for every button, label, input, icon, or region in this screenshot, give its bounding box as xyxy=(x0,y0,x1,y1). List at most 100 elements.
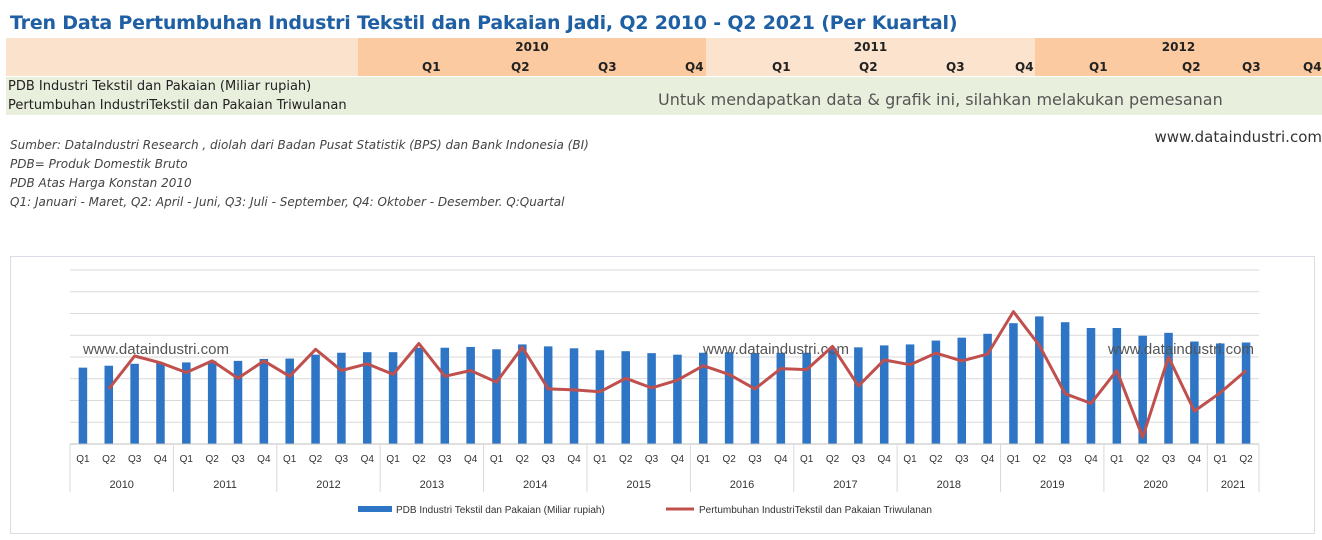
x-tick-label: Q2 xyxy=(619,454,633,465)
bar xyxy=(621,351,630,444)
x-tick-label: Q4 xyxy=(464,454,478,465)
website-label[interactable]: www.dataindustri.com xyxy=(1154,128,1322,146)
bar xyxy=(724,352,734,444)
x-tick-label: Q2 xyxy=(1136,454,1150,465)
bar xyxy=(879,345,889,444)
combo-chart: www.dataindustri.com www.dataindustri.com… xyxy=(69,269,1260,516)
x-tick-label: Q1 xyxy=(1110,454,1124,465)
table-quarter: Q3 xyxy=(946,60,965,74)
bar xyxy=(414,347,424,444)
bar xyxy=(285,358,294,444)
x-tick-label: Q3 xyxy=(542,454,556,465)
bar xyxy=(156,362,165,444)
bar xyxy=(1138,335,1147,444)
x-tick-label: Q1 xyxy=(593,454,607,465)
x-year-label: 2013 xyxy=(420,479,444,491)
bar xyxy=(78,367,88,444)
table-quarter: Q4 xyxy=(1015,60,1034,74)
source-note: Sumber: DataIndustri Research , diolah d… xyxy=(10,138,589,152)
x-tick-label: Q3 xyxy=(335,454,349,465)
x-year-label: 2015 xyxy=(626,479,650,491)
bar xyxy=(440,347,450,444)
chart-watermark: www.dataindustri.com xyxy=(1107,341,1254,358)
x-year-label: 2018 xyxy=(937,479,961,491)
bar xyxy=(1241,342,1251,444)
x-tick-label: Q4 xyxy=(878,454,892,465)
table-year-label: 2011 xyxy=(853,40,888,54)
price-base-note: PDB Atas Harga Konstan 2010 xyxy=(10,176,192,190)
chart-watermark: www.dataindustri.com xyxy=(82,341,229,358)
bar xyxy=(569,348,579,444)
table-quarter: Q1 xyxy=(422,60,441,74)
bar xyxy=(750,353,760,444)
bar xyxy=(518,344,527,444)
table-row-label-growth: Pertumbuhan IndustriTekstil dan Pakaian … xyxy=(8,98,347,113)
bar xyxy=(492,349,501,444)
x-tick-label: Q2 xyxy=(412,454,426,465)
x-tick-label: Q4 xyxy=(981,454,995,465)
bar xyxy=(854,347,863,444)
chart-container: www.dataindustri.com www.dataindustri.com… xyxy=(10,256,1315,534)
x-tick-label: Q3 xyxy=(748,454,762,465)
table-quarter: Q1 xyxy=(1089,60,1108,74)
x-tick-label: Q1 xyxy=(76,454,90,465)
bar xyxy=(905,344,915,444)
table-year-2012: 2012 Q1 Q2 Q3 Q4 xyxy=(1035,38,1322,76)
bar xyxy=(1035,316,1044,444)
x-tick-label: Q2 xyxy=(1239,454,1253,465)
table-year-2011: 2011 Q1 Q2 Q3 Q4 xyxy=(706,38,1035,76)
x-tick-label: Q3 xyxy=(231,454,245,465)
x-year-label: 2020 xyxy=(1143,479,1167,491)
line-series xyxy=(107,310,1248,439)
bar xyxy=(1164,332,1173,444)
bar xyxy=(983,333,992,444)
bar xyxy=(207,360,217,444)
x-year-label: 2019 xyxy=(1040,479,1064,491)
table-quarter: Q2 xyxy=(511,60,530,74)
legend-bar-swatch xyxy=(358,506,392,512)
bar xyxy=(828,348,837,444)
table-quarter: Q2 xyxy=(859,60,878,74)
legend-bar-label: PDB Industri Tekstil dan Pakaian (Miliar… xyxy=(396,505,605,516)
x-tick-label: Q1 xyxy=(490,454,504,465)
table-year-label: 2012 xyxy=(1161,40,1196,54)
x-tick-label: Q2 xyxy=(102,454,116,465)
x-year-label: 2017 xyxy=(833,479,857,491)
table-quarter: Q1 xyxy=(772,60,791,74)
bar xyxy=(1009,323,1018,444)
x-year-label: 2021 xyxy=(1221,479,1245,491)
x-tick-label: Q4 xyxy=(361,454,375,465)
table-header-label-cell xyxy=(6,38,358,76)
x-tick-label: Q4 xyxy=(257,454,271,465)
bar xyxy=(466,346,475,444)
bar xyxy=(957,337,967,444)
x-year-label: 2014 xyxy=(523,479,547,491)
table-year-label: 2010 xyxy=(515,40,549,54)
x-year-label: 2010 xyxy=(109,479,133,491)
table-data-rows xyxy=(6,77,1322,115)
legend-line-label: Pertumbuhan IndustriTekstil dan Pakaian … xyxy=(699,505,932,516)
x-year-label: 2016 xyxy=(730,479,754,491)
table-quarter: Q2 xyxy=(1182,60,1201,74)
x-tick-label: Q2 xyxy=(309,454,323,465)
x-tick-label: Q3 xyxy=(1162,454,1176,465)
x-tick-label: Q1 xyxy=(1007,454,1021,465)
bar xyxy=(802,352,811,444)
x-tick-label: Q2 xyxy=(205,454,219,465)
x-tick-label: Q3 xyxy=(438,454,452,465)
bar xyxy=(595,350,605,444)
table-quarter: Q3 xyxy=(1242,60,1261,74)
bar xyxy=(1086,328,1096,444)
bar xyxy=(182,362,191,444)
x-tick-label: Q4 xyxy=(1188,454,1202,465)
table-year-2010: 2010 Q1 Q2 Q3 Q4 xyxy=(358,38,706,76)
bar xyxy=(130,363,139,444)
bar xyxy=(1112,328,1122,444)
x-tick-label: Q4 xyxy=(567,454,581,465)
x-tick-label: Q1 xyxy=(697,454,711,465)
bar xyxy=(337,352,346,444)
x-year-label: 2012 xyxy=(316,479,340,491)
bar xyxy=(543,346,553,444)
x-tick-label: Q2 xyxy=(722,454,736,465)
x-tick-label: Q1 xyxy=(386,454,400,465)
